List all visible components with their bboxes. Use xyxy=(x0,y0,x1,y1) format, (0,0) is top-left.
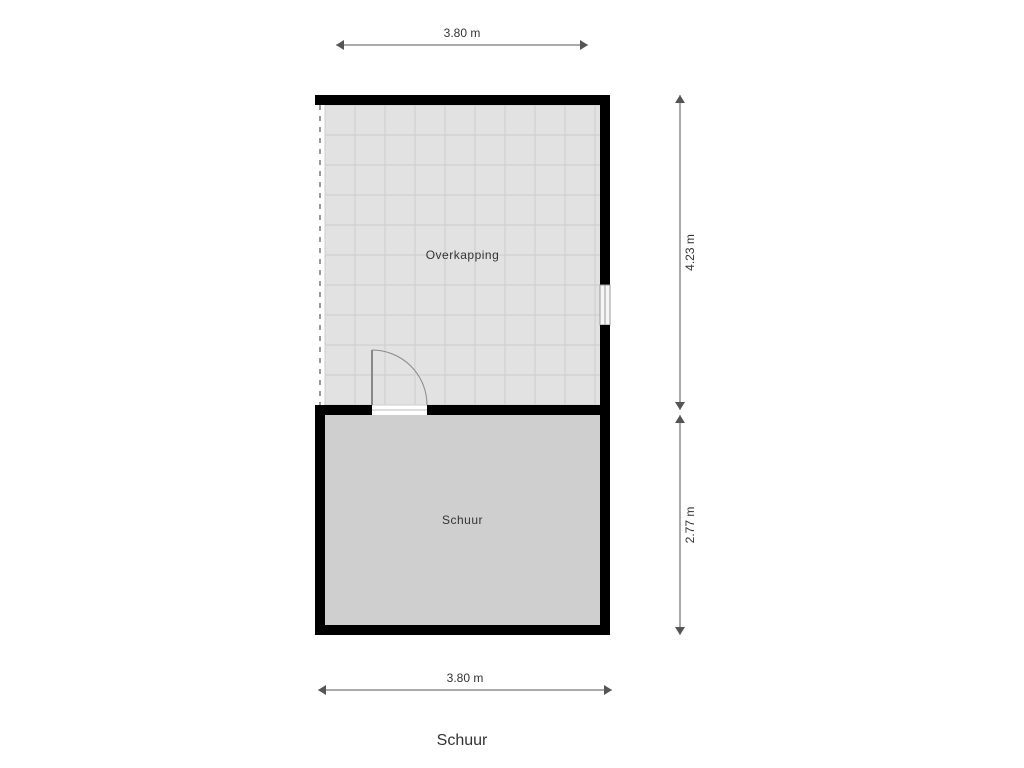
dim-top-label: 3.80 m xyxy=(444,26,481,40)
wall-bottom xyxy=(315,625,610,635)
floorplan-title: Schuur xyxy=(437,732,488,749)
dim-right-lower-label: 2.77 m xyxy=(683,507,697,544)
dim-right-upper-label: 4.23 m xyxy=(683,234,697,271)
room-label-overkapping: Overkapping xyxy=(426,248,500,262)
wall-left xyxy=(315,405,325,635)
floorplan-canvas: Overkapping Schuur 3.80 m 3.80 m 4.23 m 2.77 … xyxy=(0,0,1024,768)
wall-partition xyxy=(315,405,372,415)
wall-top xyxy=(325,95,610,105)
dim-bottom-label: 3.80 m xyxy=(447,671,484,685)
room-label-schuur: Schuur xyxy=(442,513,483,527)
